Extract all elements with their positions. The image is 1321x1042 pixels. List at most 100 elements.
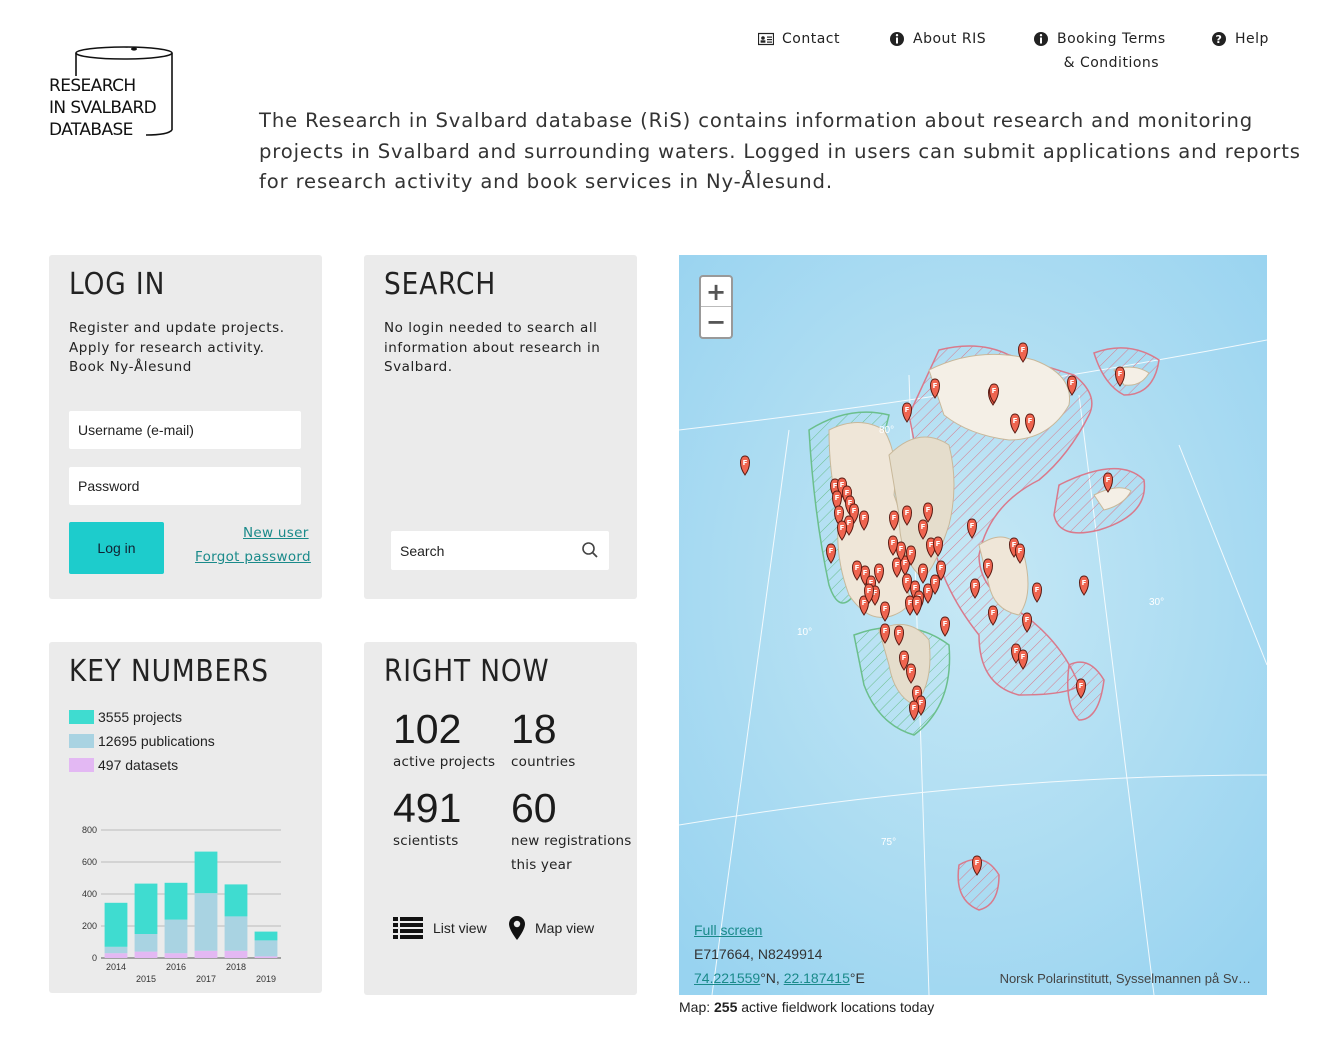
svg-text:F: F	[1035, 586, 1040, 594]
fullscreen-link[interactable]: Full screen	[694, 922, 763, 938]
nav-about-label: About RIS	[913, 31, 987, 47]
fieldwork-marker-icon[interactable]: F	[933, 536, 943, 557]
fieldwork-marker-icon[interactable]: F	[902, 402, 912, 423]
list-icon	[393, 917, 423, 939]
fieldwork-marker-icon[interactable]: F	[983, 558, 993, 579]
list-view-link[interactable]: List view	[393, 916, 487, 940]
fieldwork-marker-icon[interactable]: F	[864, 583, 874, 604]
search-icon[interactable]	[581, 541, 599, 559]
fieldwork-marker-icon[interactable]: F	[1018, 649, 1028, 670]
fieldwork-marker-icon[interactable]: F	[880, 601, 890, 622]
fieldwork-marker-icon[interactable]: F	[988, 605, 998, 626]
fieldwork-marker-icon[interactable]: F	[1018, 342, 1028, 363]
login-button[interactable]: Log in	[69, 522, 164, 574]
fieldwork-marker-icon[interactable]: F	[837, 520, 847, 541]
fieldwork-marker-icon[interactable]: F	[740, 455, 750, 476]
fieldwork-marker-icon[interactable]: F	[874, 563, 884, 584]
longitude-link[interactable]: 22.187415	[783, 970, 850, 986]
legend-swatch-datasets	[69, 758, 94, 772]
fieldwork-marker-icon[interactable]: F	[834, 505, 844, 526]
svg-text:F: F	[1018, 547, 1023, 555]
fieldwork-marker-icon[interactable]: F	[832, 490, 842, 511]
new-registrations-label: new registrations this year	[511, 829, 632, 877]
fieldwork-marker-icon[interactable]: F	[902, 505, 912, 526]
fieldwork-marker-icon[interactable]: F	[936, 560, 946, 581]
zoom-out-button[interactable]: −	[705, 308, 727, 336]
svg-text:F: F	[891, 539, 896, 547]
fieldwork-marker-icon[interactable]: F	[1025, 413, 1035, 434]
fieldwork-marker-icon[interactable]: F	[970, 578, 980, 599]
svg-text:F: F	[855, 564, 860, 572]
fieldwork-marker-icon[interactable]: F	[859, 510, 869, 531]
zoom-in-button[interactable]: +	[701, 277, 731, 307]
password-field[interactable]	[69, 467, 301, 505]
fieldwork-marker-icon[interactable]: F	[896, 541, 906, 562]
latitude-link[interactable]: 74.221559	[694, 970, 761, 986]
nav-contact[interactable]: Contact	[758, 30, 840, 48]
fieldwork-marker-icon[interactable]: F	[906, 545, 916, 566]
fieldwork-marker-icon[interactable]: F	[826, 543, 836, 564]
fieldwork-marker-icon[interactable]: F	[912, 595, 922, 616]
fieldwork-marker-icon[interactable]: F	[1103, 472, 1113, 493]
svg-text:F: F	[970, 522, 975, 530]
fieldwork-marker-icon[interactable]: F	[880, 623, 890, 644]
fieldwork-marker-icon[interactable]: F	[1115, 366, 1125, 387]
svg-text:F: F	[833, 482, 838, 490]
ris-logo[interactable]: RESEARCH IN SVALBARD DATABASE	[46, 42, 176, 142]
svg-text:F: F	[905, 509, 910, 517]
fieldwork-marker-icon[interactable]: F	[889, 510, 899, 531]
forgot-password-link[interactable]: Forgot password	[195, 549, 311, 565]
fieldwork-marker-icon[interactable]: F	[1010, 413, 1020, 434]
fieldwork-marker-icon[interactable]: F	[923, 583, 933, 604]
scientists-count: 491	[393, 785, 462, 831]
map-caption-prefix: Map:	[679, 999, 715, 1015]
fieldwork-marker-icon[interactable]: F	[967, 518, 977, 539]
fieldwork-marker-icon[interactable]: F	[930, 574, 940, 595]
new-registrations-count: 60	[511, 785, 557, 831]
nav-help[interactable]: ? Help	[1211, 30, 1269, 48]
svg-text:F: F	[908, 599, 913, 607]
fieldwork-marker-icon[interactable]: F	[918, 563, 928, 584]
fieldwork-marker-icon[interactable]: F	[1015, 543, 1025, 564]
fieldwork-marker-icon[interactable]: F	[909, 700, 919, 721]
key-numbers-title: KEY NUMBERS	[69, 654, 269, 689]
search-desc-line-2: information about research in	[384, 339, 601, 356]
fieldwork-marker-icon[interactable]: F	[918, 519, 928, 540]
fieldwork-marker-icon[interactable]: F	[906, 663, 916, 684]
login-description: Register and update projects. Apply for …	[69, 319, 285, 378]
fieldwork-marker-icon[interactable]: F	[1067, 375, 1077, 396]
chart-bar-publications-2016	[164, 919, 188, 954]
fieldwork-marker-icon[interactable]: F	[888, 535, 898, 556]
nav-booking-terms[interactable]: Booking Terms & Conditions	[1033, 30, 1166, 75]
fieldwork-marker-icon[interactable]: F	[852, 560, 862, 581]
map-view-link[interactable]: Map view	[509, 916, 594, 940]
grid-label-10: 10°	[797, 627, 812, 638]
legend-item-publications: 12695 publications	[69, 733, 215, 749]
nav-about[interactable]: About RIS	[889, 30, 986, 48]
fieldwork-marker-icon[interactable]: F	[1079, 575, 1089, 596]
search-input[interactable]	[391, 531, 609, 570]
chart-bar-projects-2019	[254, 931, 278, 941]
fieldwork-marker-icon[interactable]: F	[1022, 612, 1032, 633]
fieldwork-marker-icon[interactable]: F	[894, 625, 904, 646]
fieldwork-marker-icon[interactable]: F	[940, 616, 950, 637]
fieldwork-marker-icon[interactable]: F	[923, 502, 933, 523]
fieldwork-marker-icon[interactable]: F	[892, 557, 902, 578]
fieldwork-marker-icon[interactable]: F	[899, 650, 909, 671]
fieldwork-marker-icon[interactable]: F	[972, 855, 982, 876]
fieldwork-marker-icon[interactable]: F	[930, 378, 940, 399]
username-field[interactable]	[69, 411, 301, 449]
fieldwork-marker-icon[interactable]: F	[1032, 582, 1042, 603]
fieldwork-marker-icon[interactable]: F	[859, 595, 869, 616]
grid-label-75: 75°	[881, 837, 896, 848]
fieldwork-marker-icon[interactable]: F	[1076, 678, 1086, 699]
fieldwork-marker-icon[interactable]: F	[989, 383, 999, 404]
new-user-link[interactable]: New user	[243, 525, 309, 541]
logo-line-3: DATABASE	[49, 120, 133, 140]
map-caption-count: 255	[714, 999, 738, 1015]
chart-ytick-label: 0	[92, 953, 97, 963]
fieldwork-marker-icon[interactable]: F	[900, 555, 910, 576]
svg-text:F: F	[852, 507, 857, 515]
